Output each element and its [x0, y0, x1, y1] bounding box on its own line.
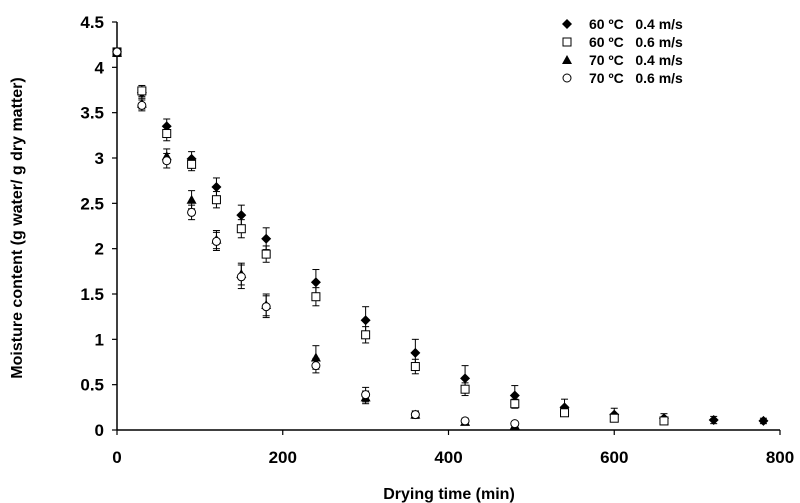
data-point [261, 233, 272, 244]
legend-item: 60 ºC 0.6 m/s [562, 34, 683, 50]
data-point [311, 292, 321, 302]
x-tick-label: 200 [269, 448, 297, 467]
data-point [410, 347, 421, 358]
series-1 [112, 46, 769, 426]
data-point [361, 390, 371, 400]
plot-area [112, 46, 769, 430]
data-point [509, 390, 520, 401]
data-point [758, 415, 769, 426]
data-point [137, 86, 147, 96]
data-point [236, 224, 246, 234]
data-point [310, 352, 321, 362]
y-tick-label: 1 [95, 330, 104, 349]
data-point [310, 277, 321, 288]
data-point [187, 159, 197, 169]
legend-marker [562, 55, 572, 64]
data-point [609, 413, 619, 423]
legend-label: 60 ºC 0.4 m/s [589, 16, 683, 32]
y-tick-label: 3.5 [80, 104, 104, 123]
y-tick-label: 4 [95, 58, 105, 77]
x-tick-label: 800 [766, 448, 794, 467]
legend-marker [562, 37, 572, 47]
data-point [659, 416, 669, 426]
legend-item: 70 ºC 0.4 m/s [562, 52, 683, 68]
data-point [186, 194, 197, 204]
legend-label: 70 ºC 0.4 m/s [589, 52, 683, 68]
legend-marker [562, 73, 572, 83]
series-2 [112, 47, 669, 426]
x-tick-label: 400 [434, 448, 462, 467]
data-point [311, 361, 321, 371]
data-point [112, 47, 122, 57]
tick-labels: 0 200 400 600 800 0 0.5 1 1.5 2 2.5 3 3.5 4 4.5 [80, 13, 794, 467]
y-tick-label: 0 [95, 421, 104, 440]
data-point [360, 315, 371, 326]
data-point [361, 330, 371, 340]
y-tick-label: 0.5 [80, 376, 104, 395]
data-point [162, 156, 172, 166]
data-point [510, 399, 520, 409]
legend-label: 70 ºC 0.6 m/s [589, 70, 683, 86]
legend-marker [562, 19, 572, 29]
legend-item: 70 ºC 0.6 m/s [562, 70, 683, 86]
y-tick-label: 2 [95, 240, 104, 259]
x-axis-title: Drying time (min) [383, 486, 515, 503]
y-axis-title: Moisture content (g water/ g dry matter) [9, 77, 26, 378]
data-point [211, 236, 221, 246]
data-point [261, 249, 271, 259]
data-point [137, 100, 147, 110]
data-point [560, 408, 570, 418]
data-point [162, 129, 172, 139]
legend-label: 60 ºC 0.6 m/s [589, 34, 683, 50]
data-point [236, 210, 247, 221]
data-point [460, 384, 470, 394]
data-point [460, 373, 471, 384]
data-point [510, 419, 520, 429]
axes [112, 21, 781, 435]
data-point [410, 362, 420, 372]
data-point [211, 195, 221, 205]
legend-item: 60 ºC 0.4 m/s [562, 16, 683, 32]
y-tick-label: 3 [95, 149, 104, 168]
x-tick-label: 0 [112, 448, 121, 467]
data-point [211, 182, 222, 193]
data-point [261, 302, 271, 312]
series-4 [112, 47, 520, 429]
y-tick-label: 2.5 [80, 194, 104, 213]
data-point [410, 410, 420, 420]
x-tick-label: 600 [600, 448, 628, 467]
data-point [236, 272, 246, 282]
legend: 60 ºC 0.4 m/s 60 ºC 0.6 m/s 70 ºC 0.4 m/s 7… [562, 16, 683, 86]
data-point [708, 415, 719, 426]
data-point [460, 416, 470, 426]
data-point [187, 207, 197, 217]
y-tick-label: 1.5 [80, 285, 104, 304]
y-tick-label: 4.5 [80, 13, 104, 32]
